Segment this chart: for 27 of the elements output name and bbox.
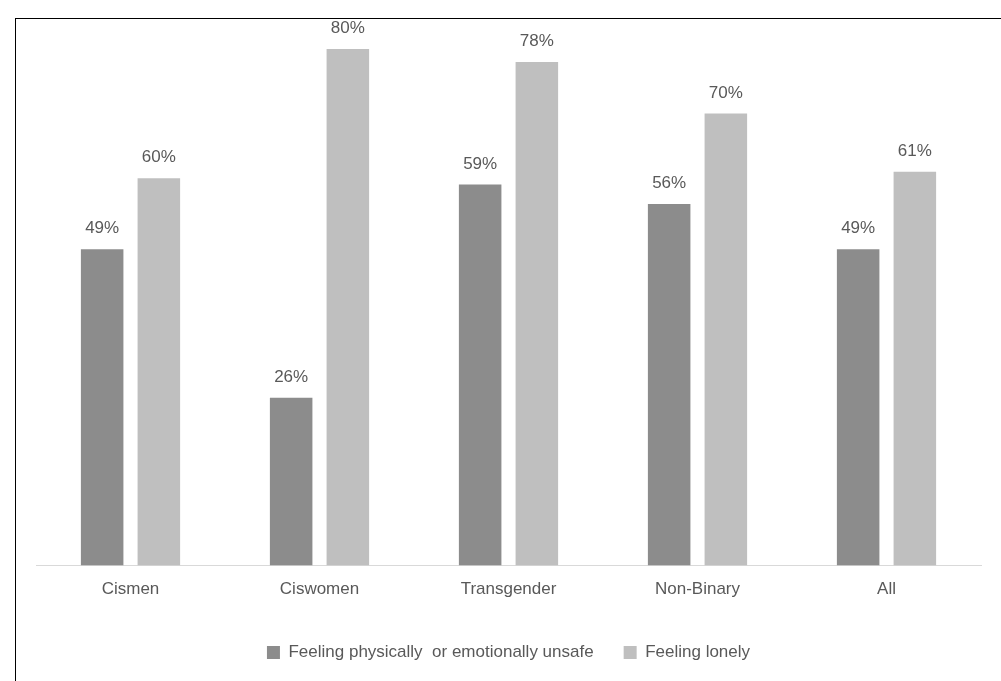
- legend-label: Feeling lonely: [645, 642, 751, 662]
- data-label: 61%: [897, 140, 932, 160]
- bar: [137, 178, 181, 566]
- bar: [326, 49, 370, 566]
- data-label: 70%: [708, 82, 743, 102]
- data-label: 56%: [652, 173, 687, 193]
- data-label: 59%: [463, 153, 498, 173]
- x-tick-label: Ciswomen: [279, 579, 360, 599]
- data-label: 26%: [274, 366, 309, 386]
- data-label: 49%: [841, 218, 876, 238]
- x-tick-label: Cismen: [101, 579, 160, 599]
- bar: [80, 249, 124, 566]
- bar: [893, 171, 937, 566]
- legend-label: Feeling physically or emotionally unsafe: [288, 642, 594, 662]
- data-label: 60%: [141, 147, 176, 167]
- x-tick-label: Non-Binary: [654, 579, 741, 599]
- x-tick-label: Transgender: [460, 579, 557, 599]
- bar: [458, 184, 502, 566]
- bar: [836, 249, 880, 566]
- data-label: 49%: [85, 218, 120, 238]
- x-tick-label: All: [877, 579, 896, 599]
- bar: [515, 61, 559, 566]
- data-label: 78%: [519, 31, 554, 51]
- bar: [704, 113, 748, 566]
- bar: [269, 397, 313, 566]
- data-label: 80%: [330, 18, 365, 38]
- bar: [647, 203, 691, 566]
